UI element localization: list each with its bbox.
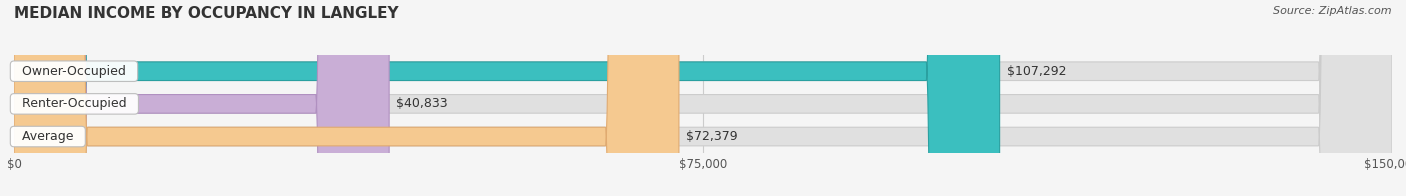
FancyBboxPatch shape [14,0,679,196]
Text: $107,292: $107,292 [1007,65,1066,78]
FancyBboxPatch shape [14,0,1000,196]
Text: Source: ZipAtlas.com: Source: ZipAtlas.com [1274,6,1392,16]
Text: Renter-Occupied: Renter-Occupied [14,97,135,110]
FancyBboxPatch shape [14,0,1392,196]
FancyBboxPatch shape [14,0,389,196]
Text: Average: Average [14,130,82,143]
FancyBboxPatch shape [14,0,1392,196]
Text: Owner-Occupied: Owner-Occupied [14,65,134,78]
Text: MEDIAN INCOME BY OCCUPANCY IN LANGLEY: MEDIAN INCOME BY OCCUPANCY IN LANGLEY [14,6,399,21]
Text: $72,379: $72,379 [686,130,737,143]
Text: $40,833: $40,833 [396,97,447,110]
FancyBboxPatch shape [14,0,1392,196]
